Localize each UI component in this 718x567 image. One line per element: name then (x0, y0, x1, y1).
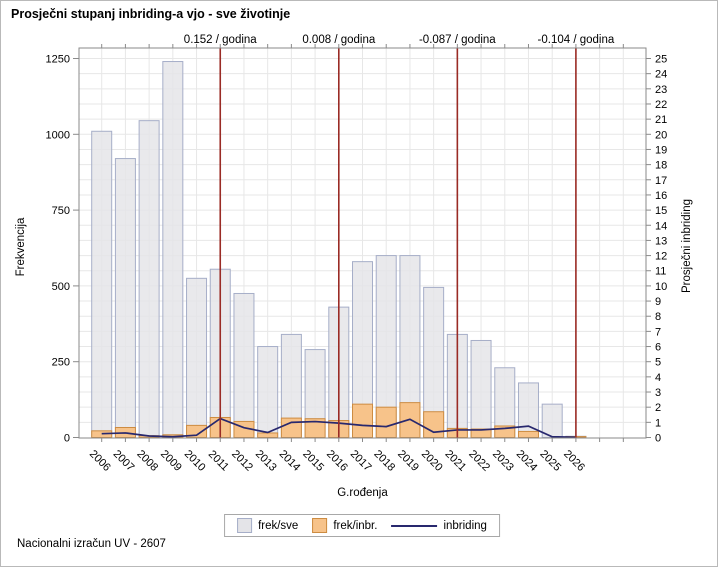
y-axis-right-title: Prosječni inbriding (681, 199, 693, 293)
x-tick-label-2013: 2013 (253, 448, 279, 474)
y-right-tick-label: 15 (655, 205, 667, 217)
y-left-tick-label: 500 (52, 281, 70, 293)
bar-frek-sve-2010 (186, 277, 208, 438)
trend-annotation-2021: -0.087 / godina (419, 34, 496, 46)
bar-frek-sve-2013 (257, 346, 279, 439)
y-right-tick-label: 1 (655, 417, 661, 429)
x-tick-label-2016: 2016 (324, 448, 350, 474)
y-right-tick-label: 13 (655, 235, 667, 247)
legend-label-inbriding: inbriding (443, 519, 487, 532)
bar-frek-inbr-2020 (423, 411, 445, 438)
x-tick-label-2012: 2012 (229, 448, 255, 474)
y-right-tick-label: 25 (655, 54, 667, 66)
y-right-tick-label: 5 (655, 357, 661, 369)
y-right-tick-label: 23 (655, 84, 667, 96)
y-right-tick-label: 21 (655, 114, 667, 126)
legend-item-inbriding: inbriding (391, 519, 487, 532)
x-tick-label-2021: 2021 (443, 448, 469, 474)
x-tick-label-2008: 2008 (134, 448, 160, 474)
y-left-tick-label: 250 (52, 357, 70, 369)
legend-item-frek-inbr: frek/inbr. (312, 518, 377, 533)
y-axis-left-title: Frekvencija (15, 217, 27, 277)
bar-frek-inbr-2024 (517, 430, 539, 439)
bar-frek-inbr-2013 (257, 432, 279, 438)
bar-frek-sve-2025 (541, 403, 563, 439)
y-right-tick-label: 19 (655, 144, 667, 156)
y-right-tick-label: 12 (655, 251, 667, 263)
bar-frek-sve-2009 (162, 61, 184, 438)
x-tick-label-2006: 2006 (87, 448, 113, 474)
y-right-tick-label: 9 (655, 296, 661, 308)
y-left-tick-label: 1250 (46, 54, 70, 66)
y-left-tick-label: 750 (52, 205, 70, 217)
x-axis-title: G.rođenja (337, 487, 388, 499)
x-tick-label-2015: 2015 (300, 448, 326, 474)
bar-frek-sve-2012 (233, 292, 255, 439)
frek-inbr-swatch-icon (312, 518, 328, 533)
y-right-tick-label: 24 (655, 69, 667, 81)
y-right-tick-label: 2 (655, 402, 661, 414)
y-right-tick-label: 16 (655, 190, 667, 202)
y-right-tick-label: 20 (655, 129, 667, 141)
y-right-tick-label: 14 (655, 220, 667, 232)
y-right-tick-label: 18 (655, 160, 667, 172)
x-tick-label-2020: 2020 (419, 448, 445, 474)
x-tick-label-2007: 2007 (111, 448, 137, 474)
x-tick-label-2026: 2026 (561, 448, 587, 474)
bar-frek-sve-2006 (91, 130, 113, 438)
trend-annotation-2026: -0.104 / godina (538, 34, 615, 46)
trend-annotation-2011: 0.152 / godina (184, 34, 258, 46)
x-tick-label-2017: 2017 (348, 448, 374, 474)
frek-sve-swatch-icon (237, 518, 253, 533)
y-left-tick-label: 1000 (46, 129, 70, 141)
bar-frek-inbr-2018 (375, 406, 397, 438)
chart-title: Prosječni stupanj inbriding-a vjo - sve … (11, 7, 291, 21)
bar-frek-inbr-2017 (352, 403, 374, 439)
bar-frek-sve-2022 (470, 339, 492, 439)
trend-annotation-2016: 0.008 / godina (302, 34, 376, 46)
y-right-tick-label: 6 (655, 342, 661, 354)
legend: frek/sve frek/inbr. inbriding (224, 514, 500, 537)
x-tick-label-2014: 2014 (277, 448, 303, 474)
y-right-tick-label: 11 (655, 266, 666, 278)
x-tick-label-2022: 2022 (466, 448, 492, 474)
y-right-tick-label: 3 (655, 387, 661, 399)
bar-frek-sve-2008 (138, 120, 160, 438)
y-right-tick-label: 7 (655, 326, 661, 338)
y-right-tick-label: 10 (655, 281, 667, 293)
x-tick-label-2009: 2009 (158, 448, 184, 474)
y-right-tick-label: 4 (655, 372, 661, 384)
y-right-tick-label: 8 (655, 311, 661, 323)
x-tick-label-2025: 2025 (537, 448, 563, 474)
y-left-tick-label: 0 (64, 433, 70, 445)
chart-plot-area: 0.152 / godina 0.008 / godina -0.087 / god… (46, 34, 668, 474)
footer-note: Nacionalni izračun UV - 2607 (17, 538, 166, 550)
bar-frek-sve-2007 (114, 158, 136, 438)
legend-item-frek-sve: frek/sve (237, 518, 298, 533)
x-tick-label-2023: 2023 (490, 448, 516, 474)
x-tick-label-2018: 2018 (371, 448, 397, 474)
y-right-tick-label: 17 (655, 175, 667, 187)
x-tick-label-2011: 2011 (206, 448, 231, 473)
legend-label-frek-sve: frek/sve (258, 519, 299, 532)
y-right-tick-label: 22 (655, 99, 667, 111)
bar-frek-inbr-2014 (280, 417, 302, 439)
inbriding-line-swatch-icon (391, 524, 438, 527)
x-tick-label-2010: 2010 (182, 448, 208, 474)
legend-label-frek-inbr: frek/inbr. (333, 519, 378, 532)
y-right-tick-label: 0 (655, 433, 661, 445)
x-tick-label-2024: 2024 (514, 448, 540, 474)
x-tick-label-2019: 2019 (395, 448, 421, 474)
